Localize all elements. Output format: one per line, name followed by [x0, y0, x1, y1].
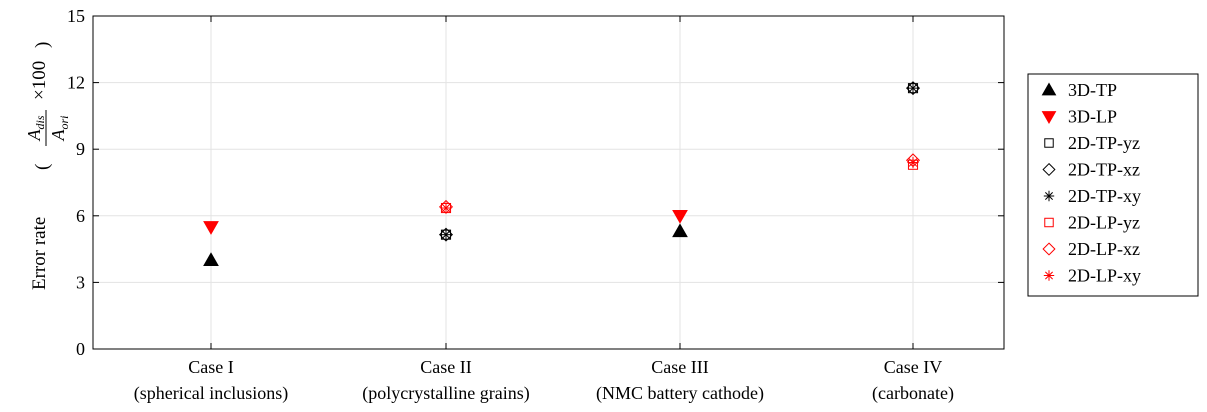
x-tick-sublabel: (spherical inclusions): [134, 383, 288, 404]
y-tick-label: 0: [76, 339, 85, 359]
y-axis-title: Error rate ( Adis Aori ×100 ): [24, 42, 71, 290]
point-2d-lp-xy-case-2: [440, 202, 452, 214]
y-axis-title-numerator: Adis: [24, 115, 47, 141]
y-tick-label: 15: [67, 6, 85, 26]
legend-marker-3d-lp: [1041, 111, 1057, 125]
legend-marker-2d-tp-xy: [1043, 190, 1055, 202]
point-2d-tp-xz-case-2: [438, 227, 454, 242]
point-2d-tp-xy-case-4: [907, 82, 919, 94]
x-tick-sublabel: (polycrystalline grains): [362, 383, 529, 404]
legend-box: [1027, 73, 1199, 297]
legend-marker-2d-tp-yz: [1044, 138, 1054, 148]
y-tick-label: 3: [76, 272, 85, 292]
legend-label-2d-lp-xz: 2D-LP-xz: [1068, 239, 1140, 259]
point-3d-lp-case-1: [203, 221, 219, 235]
legend-marker-2d-lp-yz: [1044, 217, 1054, 228]
x-tick-label: Case IV: [884, 357, 942, 377]
y-axis-title-suffix: ×100: [29, 61, 50, 100]
y-tick-label: 12: [67, 73, 85, 93]
x-tick-sublabel: (carbonate): [872, 383, 954, 404]
y-axis-title-paren-close: ): [32, 42, 53, 48]
legend-marker-2d-lp-xy: [1043, 270, 1055, 281]
y-tick-label: 9: [76, 139, 85, 159]
legend-label-2d-tp-yz: 2D-TP-yz: [1068, 133, 1140, 153]
legend-label-2d-tp-xy: 2D-TP-xy: [1068, 186, 1141, 206]
grid: [93, 16, 1004, 349]
y-axis-title-paren-open: (: [32, 164, 53, 170]
x-tick-label: Case III: [651, 357, 708, 377]
legend-label-3d-lp: 3D-LP: [1068, 107, 1117, 127]
y-tick-label: 6: [76, 206, 85, 226]
point-2d-tp-xy-case-2: [440, 229, 452, 241]
data-points: [203, 81, 921, 266]
y-axis-title-prefix: Error rate: [29, 217, 50, 290]
y-axis: 0 3 6 9 12 15: [67, 6, 1004, 359]
point-3d-tp-case-3: [672, 223, 688, 238]
legend-marker-2d-tp-xz: [1042, 162, 1056, 177]
plot-frame: [92, 15, 1005, 350]
x-axis: Case I (spherical inclusions) Case II (poly…: [134, 16, 954, 404]
legend: 3D-TP 3D-LP 2D-TP-yz 2D-TP-xz 2D-TP-xy 2D-LP-…: [1027, 73, 1199, 297]
legend-label-2d-lp-xy: 2D-LP-xy: [1068, 266, 1141, 286]
x-tick-sublabel: (NMC battery cathode): [596, 383, 764, 404]
legend-marker-3d-tp: [1041, 82, 1057, 96]
legend-label-2d-lp-yz: 2D-LP-yz: [1068, 213, 1140, 233]
legend-label-3d-tp: 3D-TP: [1068, 80, 1117, 100]
point-3d-lp-case-3: [672, 210, 688, 224]
point-2d-tp-xz-case-4: [905, 81, 921, 96]
y-axis-title-denominator: Aori: [48, 115, 71, 141]
x-tick-label: Case I: [188, 357, 233, 377]
legend-marker-2d-lp-xz: [1042, 242, 1056, 256]
legend-label-2d-tp-xz: 2D-TP-xz: [1068, 160, 1140, 180]
x-tick-label: Case II: [420, 357, 471, 377]
point-2d-lp-xy-case-4: [907, 156, 919, 169]
point-3d-tp-case-1: [203, 252, 219, 266]
